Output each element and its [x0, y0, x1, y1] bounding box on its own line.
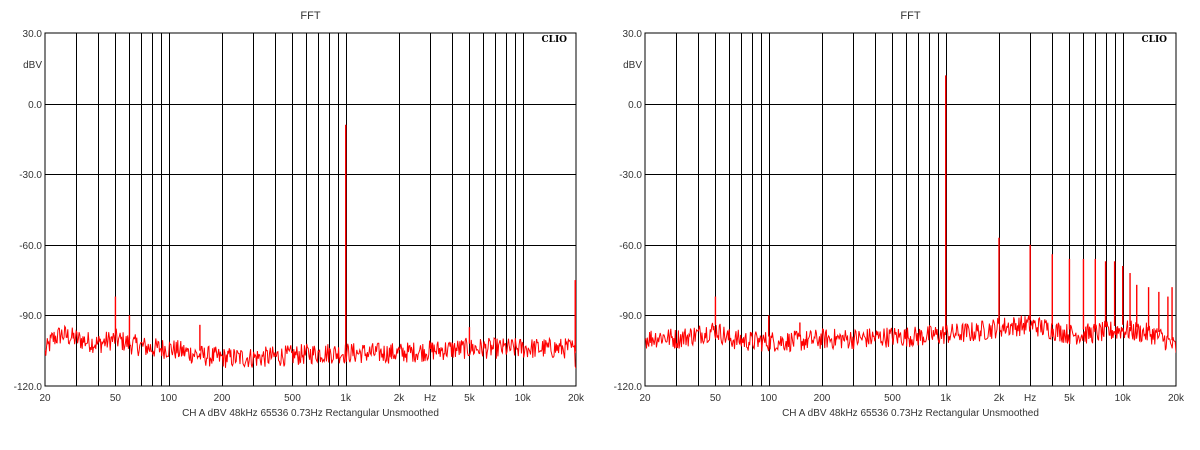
y-tick-label: -30.0 — [19, 170, 42, 181]
plot-frame — [44, 32, 577, 387]
x-tick-label: 5k — [464, 393, 476, 404]
clio-brand: CLIO — [1141, 35, 1167, 45]
y-tick-label: -60.0 — [19, 241, 42, 252]
y-axis-label: dBV — [23, 60, 42, 71]
x-tick-label: 10k — [1115, 393, 1132, 404]
fft-panel-1: 30.0 0.0 -30.0 -60.0 -90.0 -120.0 dBV 20 50 100 20… — [14, 10, 585, 419]
x-axis-label: Hz — [424, 393, 436, 404]
x-tick-label: 20 — [39, 393, 51, 404]
clio-brand: CLIO — [541, 35, 567, 45]
x-tick-label: 20 — [639, 393, 651, 404]
y-tick-label: -90.0 — [619, 311, 642, 322]
y-tick-label: -30.0 — [619, 170, 642, 181]
y-tick-label: 30.0 — [23, 29, 43, 40]
y-tick-label: -90.0 — [19, 311, 42, 322]
x-tick-label: 500 — [284, 393, 301, 404]
y-tick-label: -60.0 — [619, 241, 642, 252]
x-tick-label: 200 — [214, 393, 231, 404]
y-tick-label: -120.0 — [14, 382, 43, 393]
x-tick-label: 500 — [884, 393, 901, 404]
fft-panel-2: 30.0 0.0 -30.0 -60.0 -90.0 -120.0 dBV 20 50 100 20… — [614, 10, 1185, 419]
measurement-settings: CH A dBV 48kHz 65536 0.73Hz Rectangular … — [782, 408, 1039, 419]
x-tick-label: 50 — [110, 393, 122, 404]
chart-title: FFT — [300, 10, 320, 22]
x-tick-label: 1k — [940, 393, 952, 404]
spectrum-trace — [645, 315, 1176, 353]
x-tick-label: 100 — [160, 393, 177, 404]
chart-title: FFT — [900, 10, 920, 22]
x-tick-label: 5k — [1064, 393, 1076, 404]
y-axis-label: dBV — [623, 60, 642, 71]
x-tick-label: 2k — [994, 393, 1006, 404]
x-tick-label: 2k — [394, 393, 406, 404]
y-tick-label: 0.0 — [628, 100, 642, 111]
x-axis-label: Hz — [1024, 393, 1036, 404]
measurement-settings: CH A dBV 48kHz 65536 0.73Hz Rectangular … — [182, 408, 439, 419]
x-tick-label: 10k — [515, 393, 532, 404]
x-tick-label: 200 — [814, 393, 831, 404]
x-tick-label: 100 — [760, 393, 777, 404]
x-tick-label: 50 — [710, 393, 722, 404]
y-tick-label: 0.0 — [28, 100, 42, 111]
spectrum-trace — [45, 324, 576, 369]
x-tick-label: 20k — [1168, 393, 1185, 404]
x-tick-label: 20k — [568, 393, 585, 404]
y-tick-label: -120.0 — [614, 382, 643, 393]
y-tick-label: 30.0 — [623, 29, 643, 40]
x-tick-label: 1k — [340, 393, 352, 404]
